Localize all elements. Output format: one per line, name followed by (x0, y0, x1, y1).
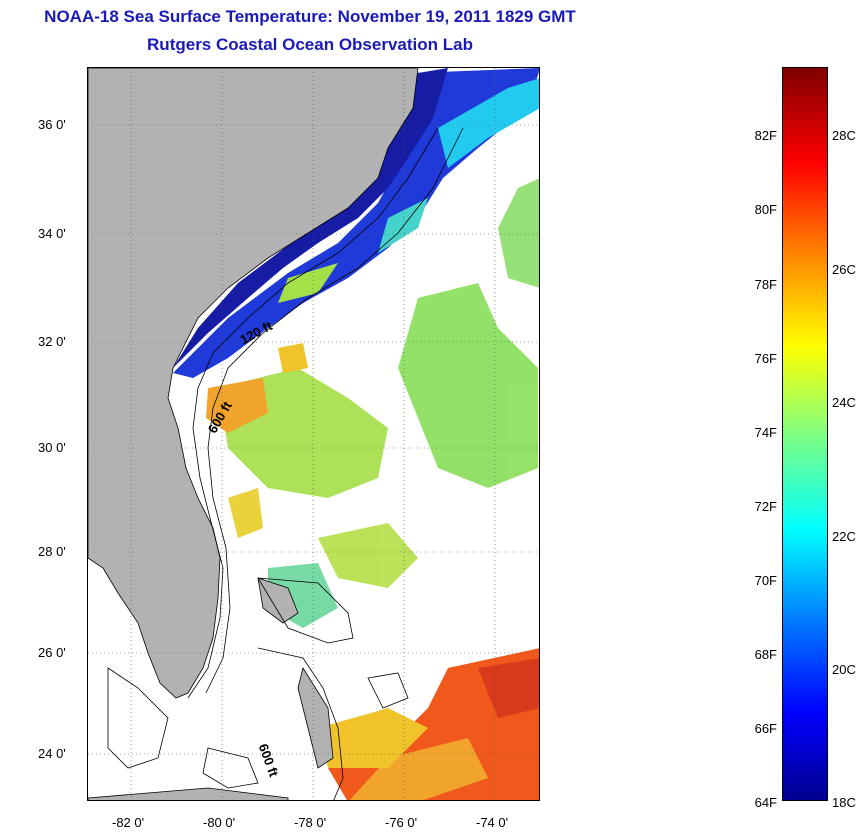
lat-tick-36: 36 0' (38, 117, 66, 132)
colorbar-f-82: 82F (754, 128, 777, 143)
lat-tick-34: 34 0' (38, 226, 66, 241)
lat-tick-32: 32 0' (38, 334, 66, 349)
colorbar-c-24: 24C (832, 395, 856, 410)
colorbar-f-80: 80F (754, 202, 777, 217)
lat-tick-28: 28 0' (38, 544, 66, 559)
colorbar-f-76: 76F (754, 351, 777, 366)
land (88, 68, 419, 800)
depth-contours (107, 127, 464, 800)
colorbar-f-74: 74F (754, 425, 777, 440)
colorbar-f-68: 68F (754, 647, 777, 662)
colorbar-c-26: 26C (832, 262, 856, 277)
colorbar-f-72: 72F (754, 499, 777, 514)
colorbar-f-64: 64F (754, 795, 777, 810)
lon-tick-80: -80 0' (203, 815, 236, 830)
map-title: NOAA-18 Sea Surface Temperature: Novembe… (44, 7, 576, 26)
lon-tick-82: -82 0' (112, 815, 145, 830)
lat-tick-24: 24 0' (38, 746, 66, 761)
colorbar-c-18: 18C (832, 795, 856, 810)
lon-tick-78: -78 0' (294, 815, 327, 830)
sst-map-canvas: 120 ft 600 ft 600 ft (88, 68, 539, 800)
colorbar-c-28: 28C (832, 128, 856, 143)
colorbar-f-66: 66F (754, 721, 777, 736)
sst-map: 120 ft 600 ft 600 ft (87, 67, 540, 801)
lon-tick-74: -74 0' (476, 815, 509, 830)
temperature-colorbar (782, 67, 828, 801)
lon-tick-76: -76 0' (385, 815, 418, 830)
colorbar-f-78: 78F (754, 277, 777, 292)
sst-patches (173, 68, 539, 800)
map-subtitle: Rutgers Coastal Ocean Observation Lab (147, 35, 473, 54)
colorbar-c-22: 22C (832, 529, 856, 544)
colorbar-f-70: 70F (754, 573, 777, 588)
lat-tick-30: 30 0' (38, 440, 66, 455)
contour-label-600ft-south: 600 ft (256, 742, 282, 780)
colorbar-c-20: 20C (832, 662, 856, 677)
lat-tick-26: 26 0' (38, 645, 66, 660)
